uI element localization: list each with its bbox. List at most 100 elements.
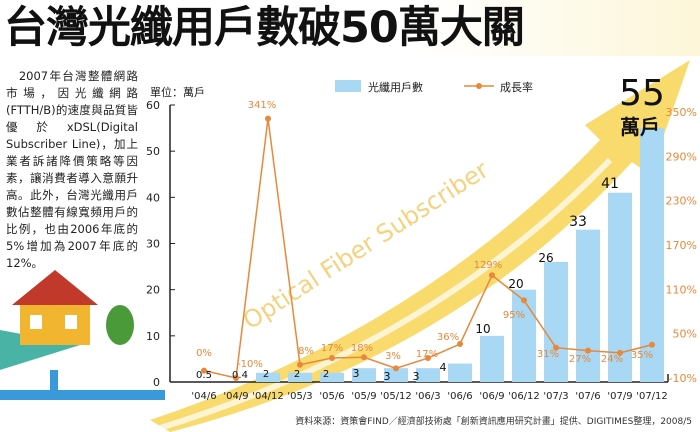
highlight-unit: 萬戶 [620,115,660,139]
legend-bar-swatch [335,80,361,92]
growth-arrow [150,60,690,432]
house-window [30,315,42,329]
left-tick-label: 30 [146,238,160,251]
right-tick-label: -10% [669,372,697,385]
bar-label: 3 [384,370,391,383]
growth-point [521,297,527,304]
growth-label: 18% [351,343,373,354]
bar-label: 33 [569,214,587,230]
x-tick-label: '06/6 [447,391,472,402]
right-tick-label: 110% [666,283,697,296]
highlight-value: 55 [619,73,665,114]
bar [640,128,664,382]
growth-point [201,367,207,374]
growth-point [265,115,271,122]
x-tick-label: '04/6 [191,391,216,402]
bar-label: 3 [413,370,420,383]
bar [256,372,280,382]
x-tick-label: '04/12 [252,391,284,402]
growth-point [489,272,495,279]
growth-point [649,341,655,348]
growth-label: 24% [601,354,623,365]
arrow-highlight [159,157,613,431]
bar-label: 2 [263,369,269,380]
bar [448,363,472,382]
growth-label: 3% [385,351,401,362]
bar-label: 2 [294,369,300,380]
x-tick-label: '05/6 [319,391,344,402]
bar [352,368,376,382]
right-tick-label: 170% [666,239,697,252]
bar-label: 41 [601,176,619,192]
growth-point [233,375,239,381]
right-tick-label: 290% [666,150,697,163]
right-tick-label: 230% [666,195,697,208]
fiber-pipe [50,370,58,395]
growth-label: 341% [248,100,277,111]
fiber-cable [0,390,165,400]
left-tick-label: 0 [153,376,160,389]
growth-point [553,344,559,351]
bar [320,372,344,382]
growth-point [425,355,431,362]
growth-point [361,354,367,361]
bar-label: 2 [323,369,329,380]
x-tick-label: '07/9 [607,391,632,402]
growth-label: 31% [537,349,559,360]
growth-point [297,361,303,368]
growth-label: 17% [416,349,438,360]
growth-label: 129% [474,260,503,271]
bar-label: 0.5 [196,370,212,381]
description-text: 2007年台灣整體網路市場，因光纖網路(FTTH/B)的速度與品質皆優於xDSL… [6,69,138,270]
growth-point [617,349,623,356]
growth-point [329,355,335,362]
x-tick-label: '05/3 [287,391,312,402]
bar [416,368,440,382]
house-roof [12,270,98,305]
bar [288,372,312,382]
bar-label: 26 [538,251,553,265]
growth-label: 35% [631,350,653,361]
legend-line-marker [476,83,482,89]
growth-point [393,365,399,372]
right-tick-label: 350% [666,106,697,119]
growth-label: 0% [196,348,212,359]
x-tick-label: '07/12 [636,391,668,402]
bar [544,261,568,382]
left-tick-label: 50 [146,145,160,158]
tree [106,305,134,345]
growth-label: -10% [237,359,263,370]
x-tick-label: '07/6 [575,391,600,402]
house-window [65,315,77,329]
bar-label: 10 [475,322,490,336]
legend-bar-label: 光纖用戶數 [368,80,423,94]
growth-point [457,341,463,348]
left-tick-label: 60 [146,99,160,112]
source-note: 資料來源：資策會FIND／經濟部技術處「創新資訊應用研究計畫」提供、DIGITI… [295,417,692,427]
x-tick-label: '04/9 [223,391,248,402]
growth-label: 36% [437,332,459,343]
growth-label: 27% [569,354,591,365]
page-title: 台灣光纖用戶數破50萬大關 [4,0,700,56]
x-tick-label: '06/12 [508,391,540,402]
left-tick-label: 40 [146,191,160,204]
x-tick-label: '05/12 [380,391,412,402]
growth-point [585,347,591,354]
bar [384,368,408,382]
bar-label: 3 [353,367,360,380]
bar [480,335,504,382]
growth-label: 17% [321,343,343,354]
x-tick-label: '05/9 [351,391,376,402]
bar-label: 4 [440,361,447,374]
x-tick-label: '06/3 [415,391,440,402]
legend-line-label: 成長率 [500,80,533,94]
right-tick-label: 50% [673,328,697,341]
bar [512,289,536,382]
left-tick-label: 20 [146,284,160,297]
x-tick-label: '07/3 [543,391,568,402]
bar-label: 20 [508,277,523,291]
bar [576,229,600,382]
growth-label: 95% [503,310,525,321]
left-tick-label: 10 [146,330,160,343]
